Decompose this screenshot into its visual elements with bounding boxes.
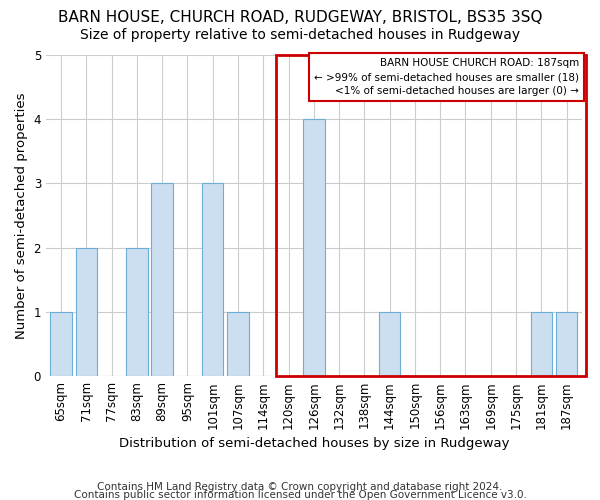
Text: Contains public sector information licensed under the Open Government Licence v3: Contains public sector information licen… — [74, 490, 526, 500]
Text: Size of property relative to semi-detached houses in Rudgeway: Size of property relative to semi-detach… — [80, 28, 520, 42]
Bar — [556, 312, 577, 376]
X-axis label: Distribution of semi-detached houses by size in Rudgeway: Distribution of semi-detached houses by … — [119, 437, 509, 450]
Bar — [202, 184, 223, 376]
Bar — [530, 312, 552, 376]
Bar — [76, 248, 97, 376]
Bar — [379, 312, 400, 376]
Text: BARN HOUSE CHURCH ROAD: 187sqm
← >99% of semi-detached houses are smaller (18)
<: BARN HOUSE CHURCH ROAD: 187sqm ← >99% of… — [314, 58, 579, 96]
Text: Contains HM Land Registry data © Crown copyright and database right 2024.: Contains HM Land Registry data © Crown c… — [97, 482, 503, 492]
Bar — [50, 312, 72, 376]
Bar — [303, 119, 325, 376]
Bar — [151, 184, 173, 376]
Text: BARN HOUSE, CHURCH ROAD, RUDGEWAY, BRISTOL, BS35 3SQ: BARN HOUSE, CHURCH ROAD, RUDGEWAY, BRIST… — [58, 10, 542, 25]
Y-axis label: Number of semi-detached properties: Number of semi-detached properties — [15, 92, 28, 339]
Bar — [227, 312, 249, 376]
Bar — [126, 248, 148, 376]
Bar — [276, 55, 586, 376]
